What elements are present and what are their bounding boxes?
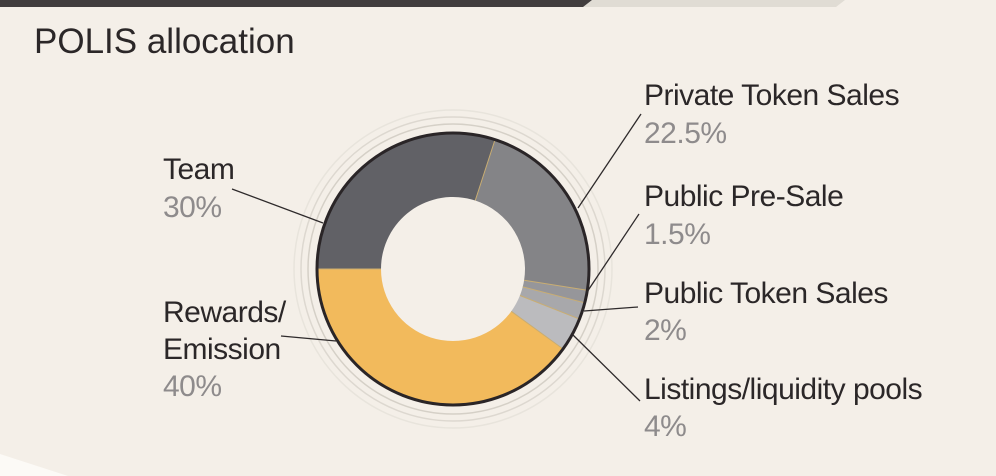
chart-title: POLIS allocation [34,22,295,61]
label-team: Team 30% [163,151,235,227]
label-public-pre-sale: Public Pre-Sale 1.5% [644,178,844,254]
slice-rewards-emission[interactable] [317,269,564,405]
top-accent-bar-dark [0,0,592,7]
label-presale-name: Public Pre-Sale [644,180,844,213]
leader-line-rewards [280,335,337,342]
slice-separator [524,279,587,291]
leader-line-listings [572,334,641,402]
label-private-pct: 22.5% [644,117,727,150]
label-public-token-sales: Public Token Sales 2% [644,275,888,349]
decor-ring [300,116,606,422]
label-rewards-name-line1: Rewards/ [163,296,286,329]
label-listings-liquidity-pools: Listings/liquidity pools 4% [644,371,923,445]
leader-line-public [583,306,639,312]
label-team-name: Team [163,153,235,186]
slice-separator [474,140,496,201]
slice-public-token-sales[interactable] [519,286,585,320]
label-rewards-emission: Rewards/ Emission 40% [163,294,286,405]
label-private-name: Private Token Sales [644,79,900,112]
slice-team[interactable] [317,133,496,269]
slice-separator [510,310,563,349]
leader-line-presale [586,213,640,293]
label-public-name: Public Token Sales [644,277,888,310]
decor-ring [307,123,599,415]
slice-separator [522,286,584,304]
label-rewards-pct: 40% [163,370,222,403]
label-listings-pct: 4% [644,410,687,443]
decor-ring [293,109,613,429]
slice-public-pre-sale[interactable] [522,280,588,303]
label-listings-name: Listings/liquidity pools [644,373,923,406]
slice-separator [519,295,579,320]
leader-lines [231,113,642,402]
label-public-pct: 2% [644,314,687,347]
label-private-token-sales: Private Token Sales 22.5% [644,77,900,153]
label-team-pct: 30% [163,191,222,224]
leader-line-team [231,188,324,224]
slice-listings-liquidity-pools[interactable] [511,295,580,349]
donut-outline [315,131,591,407]
label-rewards-name-line2: Emission [163,333,281,366]
decor-rings [293,109,613,429]
slice-private-token-sales[interactable] [475,139,589,291]
label-presale-pct: 1.5% [644,218,711,251]
leader-line-private [577,113,642,209]
